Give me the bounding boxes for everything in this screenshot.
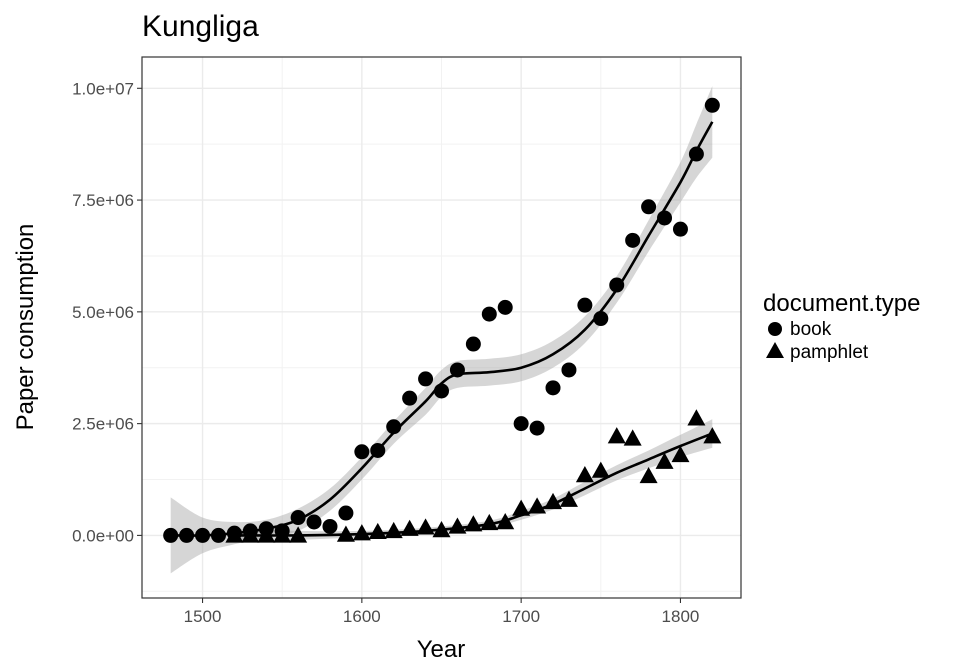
legend-key-book xyxy=(768,322,782,336)
point-pamphlet xyxy=(623,429,642,446)
point-book xyxy=(306,514,322,530)
data-points xyxy=(163,97,722,543)
point-pamphlet xyxy=(384,521,403,539)
point-pamphlet xyxy=(352,524,371,541)
point-book xyxy=(625,232,641,248)
legend-key-pamphlet xyxy=(766,342,784,358)
point-pamphlet xyxy=(241,526,260,543)
y-tick-label: 5.0e+06 xyxy=(72,303,134,322)
point-pamphlet xyxy=(591,461,610,478)
point-pamphlet xyxy=(448,517,467,534)
point-book xyxy=(672,221,688,237)
point-pamphlet xyxy=(639,466,658,484)
point-book xyxy=(481,306,497,322)
point-pamphlet xyxy=(703,427,722,444)
point-book xyxy=(545,380,561,396)
point-pamphlet xyxy=(432,521,451,538)
y-tick-label: 7.5e+06 xyxy=(72,191,134,210)
x-axis: 1500 1600 1700 1800 xyxy=(184,598,700,626)
point-pamphlet xyxy=(528,497,547,514)
point-pamphlet xyxy=(512,499,531,516)
point-book xyxy=(434,383,449,399)
point-book xyxy=(179,527,195,543)
point-book xyxy=(370,442,386,458)
point-pamphlet xyxy=(607,427,626,444)
x-tick-label: 1500 xyxy=(184,607,222,626)
point-book xyxy=(529,420,545,436)
point-pamphlet xyxy=(671,445,690,463)
y-tick-label: 2.5e+06 xyxy=(72,415,134,434)
point-pamphlet xyxy=(225,526,244,543)
legend: document.type book pamphlet xyxy=(763,290,920,363)
point-book xyxy=(465,336,481,352)
point-book xyxy=(418,371,434,387)
legend-title: document.type xyxy=(763,290,920,317)
point-pamphlet xyxy=(416,518,435,535)
point-pamphlet xyxy=(480,513,499,531)
point-pamphlet xyxy=(575,466,594,483)
point-pamphlet xyxy=(464,515,483,532)
point-book xyxy=(704,97,720,113)
point-book xyxy=(338,505,354,521)
confidence-band-book xyxy=(170,86,713,574)
x-axis-title: Year xyxy=(417,636,466,663)
point-book xyxy=(354,444,370,460)
x-tick-label: 1600 xyxy=(343,607,381,626)
point-pamphlet xyxy=(655,452,674,469)
point-pamphlet xyxy=(336,525,355,542)
point-book xyxy=(210,527,226,543)
plot-panel-border xyxy=(141,56,742,599)
point-book xyxy=(593,311,609,327)
point-pamphlet xyxy=(544,492,563,510)
point-book xyxy=(609,277,625,293)
point-book xyxy=(402,390,418,406)
x-tick-label: 1800 xyxy=(662,607,700,626)
point-book xyxy=(688,146,704,162)
point-book xyxy=(322,518,338,534)
y-tick-label: 0.0e+00 xyxy=(72,526,134,545)
point-book xyxy=(641,199,657,215)
point-book xyxy=(290,510,306,526)
point-pamphlet xyxy=(368,522,387,540)
point-book xyxy=(561,362,577,378)
x-tick-label: 1700 xyxy=(502,607,540,626)
legend-label-pamphlet: pamphlet xyxy=(790,342,869,363)
point-book xyxy=(195,527,211,543)
point-book xyxy=(657,210,673,226)
point-book xyxy=(163,527,179,543)
point-pamphlet xyxy=(257,526,276,543)
point-book xyxy=(497,299,513,315)
point-book xyxy=(513,416,529,432)
point-pamphlet xyxy=(559,490,578,507)
legend-label-book: book xyxy=(790,319,832,340)
point-pamphlet xyxy=(687,409,706,426)
confidence-bands xyxy=(170,86,713,574)
point-book xyxy=(577,297,593,313)
point-pamphlet xyxy=(496,512,515,530)
point-book xyxy=(386,419,402,435)
y-axis: 0.0e+00 2.5e+06 5.0e+06 7.5e+06 1.0e+07 xyxy=(72,79,142,545)
y-axis-title: Paper consumption xyxy=(12,224,39,431)
point-book xyxy=(449,362,465,378)
point-pamphlet xyxy=(400,519,419,536)
chart-title: Kungliga xyxy=(142,10,259,43)
point-pamphlet xyxy=(289,526,308,543)
y-tick-label: 1.0e+07 xyxy=(72,79,134,98)
point-pamphlet xyxy=(273,526,292,543)
